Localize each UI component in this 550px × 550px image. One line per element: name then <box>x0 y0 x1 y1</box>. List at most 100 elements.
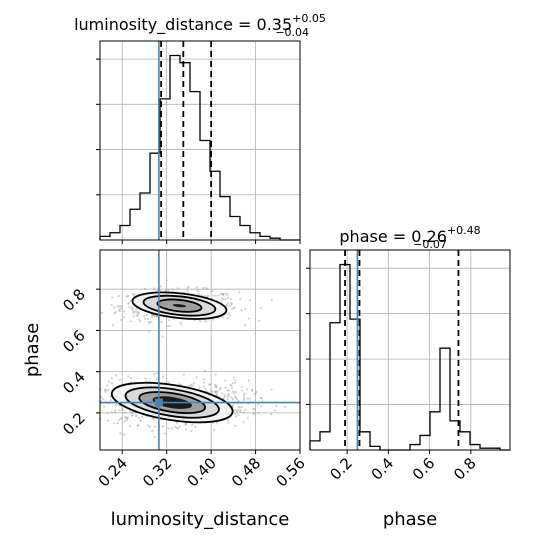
sample-point <box>242 395 246 398</box>
sample-point <box>119 432 122 435</box>
sample-point <box>139 320 142 323</box>
sample-point <box>240 406 243 409</box>
sample-point <box>228 389 231 392</box>
sample-point <box>155 315 158 318</box>
sample-point <box>190 383 193 386</box>
sample-point <box>242 398 245 401</box>
title-luminosity-distance: luminosity_distance = 0.35+0.05 −0.04 <box>74 12 326 39</box>
sample-point <box>244 408 247 411</box>
sample-point <box>283 405 286 409</box>
sample-point <box>226 419 229 422</box>
sample-point <box>215 384 218 387</box>
sample-point <box>139 420 142 423</box>
sample-point <box>198 386 201 389</box>
sample-point <box>256 403 260 406</box>
sample-point <box>229 383 232 386</box>
sample-point <box>103 405 106 408</box>
sample-point <box>155 315 159 318</box>
sample-point <box>179 321 182 324</box>
sample-point <box>250 388 254 391</box>
sample-point <box>252 408 255 411</box>
sample-point <box>143 287 147 291</box>
sample-point <box>153 287 156 290</box>
sample-point <box>243 392 246 395</box>
sample-point <box>114 374 118 377</box>
sample-point <box>216 390 219 393</box>
sample-point <box>144 317 147 320</box>
sample-point <box>240 308 243 312</box>
sample-point <box>220 300 223 303</box>
sample-point <box>221 293 224 296</box>
sample-point <box>182 373 185 376</box>
density-level-0-3 <box>172 304 187 308</box>
sample-point <box>222 298 225 301</box>
sample-point <box>213 428 216 431</box>
sample-point <box>118 305 121 308</box>
sample-point <box>150 313 153 317</box>
sample-point <box>151 417 154 420</box>
sample-point <box>237 414 240 417</box>
sample-point <box>135 313 138 316</box>
sample-point <box>163 432 167 435</box>
sample-point <box>142 314 146 318</box>
sample-point <box>171 288 174 291</box>
sample-point <box>235 415 238 418</box>
ticks-2d <box>96 288 301 454</box>
sample-point <box>114 409 117 412</box>
sample-point <box>127 294 130 297</box>
sample-point <box>239 410 242 413</box>
sample-point <box>251 389 254 392</box>
panel-2d-phase-vs-luminosity-distance: 0.24 0.32 0.40 0.48 0.56 0.2 0.4 0.6 0.8 lumino… <box>22 249 309 530</box>
sample-point <box>127 302 130 305</box>
sample-point <box>226 303 229 306</box>
sample-point <box>240 385 244 388</box>
sample-point <box>168 318 171 322</box>
sample-point <box>214 373 217 376</box>
sample-point <box>153 435 156 438</box>
sample-point <box>162 375 165 378</box>
sample-point <box>230 396 233 399</box>
sample-point <box>153 315 156 318</box>
sample-point <box>211 289 214 293</box>
sample-point <box>150 315 153 319</box>
sample-point <box>132 310 135 313</box>
sample-point <box>211 390 214 393</box>
sample-point <box>144 377 147 380</box>
sample-point <box>192 384 195 388</box>
title-phase-upper: +0.48 <box>447 224 481 237</box>
sample-point <box>146 317 149 320</box>
quantiles-phase <box>344 250 460 450</box>
sample-point <box>136 424 139 427</box>
sample-point <box>227 312 230 315</box>
sample-point <box>204 387 207 390</box>
sample-point <box>252 411 255 414</box>
contour-1-0 <box>110 381 234 424</box>
title-luminosity-distance-main: luminosity_distance = 0.35 <box>74 15 292 35</box>
sample-point <box>270 298 273 301</box>
quantiles-luminosity-distance <box>160 41 213 240</box>
sample-point <box>165 288 168 291</box>
xtick-labels-phase: 0.2 0.4 0.6 0.8 <box>326 454 479 484</box>
sample-point <box>221 392 224 395</box>
sample-point <box>184 423 187 426</box>
sample-point <box>222 293 225 296</box>
ticks-hist-phase <box>306 267 472 454</box>
sample-point <box>231 307 234 310</box>
title-phase-main: phase = 0.26 <box>339 227 446 246</box>
sample-point <box>215 392 218 395</box>
sample-point <box>159 285 163 288</box>
sample-point <box>214 294 217 297</box>
ticks-hist-luminosity-distance <box>96 58 301 244</box>
sample-point <box>195 376 198 379</box>
sample-point <box>121 407 124 411</box>
sample-point <box>234 409 237 412</box>
xlabel-luminosity-distance: luminosity_distance <box>111 509 290 530</box>
sample-point <box>210 389 213 392</box>
sample-point <box>132 312 135 315</box>
sample-point <box>176 287 179 290</box>
xtick-label-luminosity-distance-0: 0.24 <box>95 454 131 490</box>
xtick-label-phase-2: 0.6 <box>409 454 439 484</box>
sample-point <box>227 296 230 299</box>
sample-point <box>151 429 154 433</box>
sample-point <box>153 425 156 428</box>
